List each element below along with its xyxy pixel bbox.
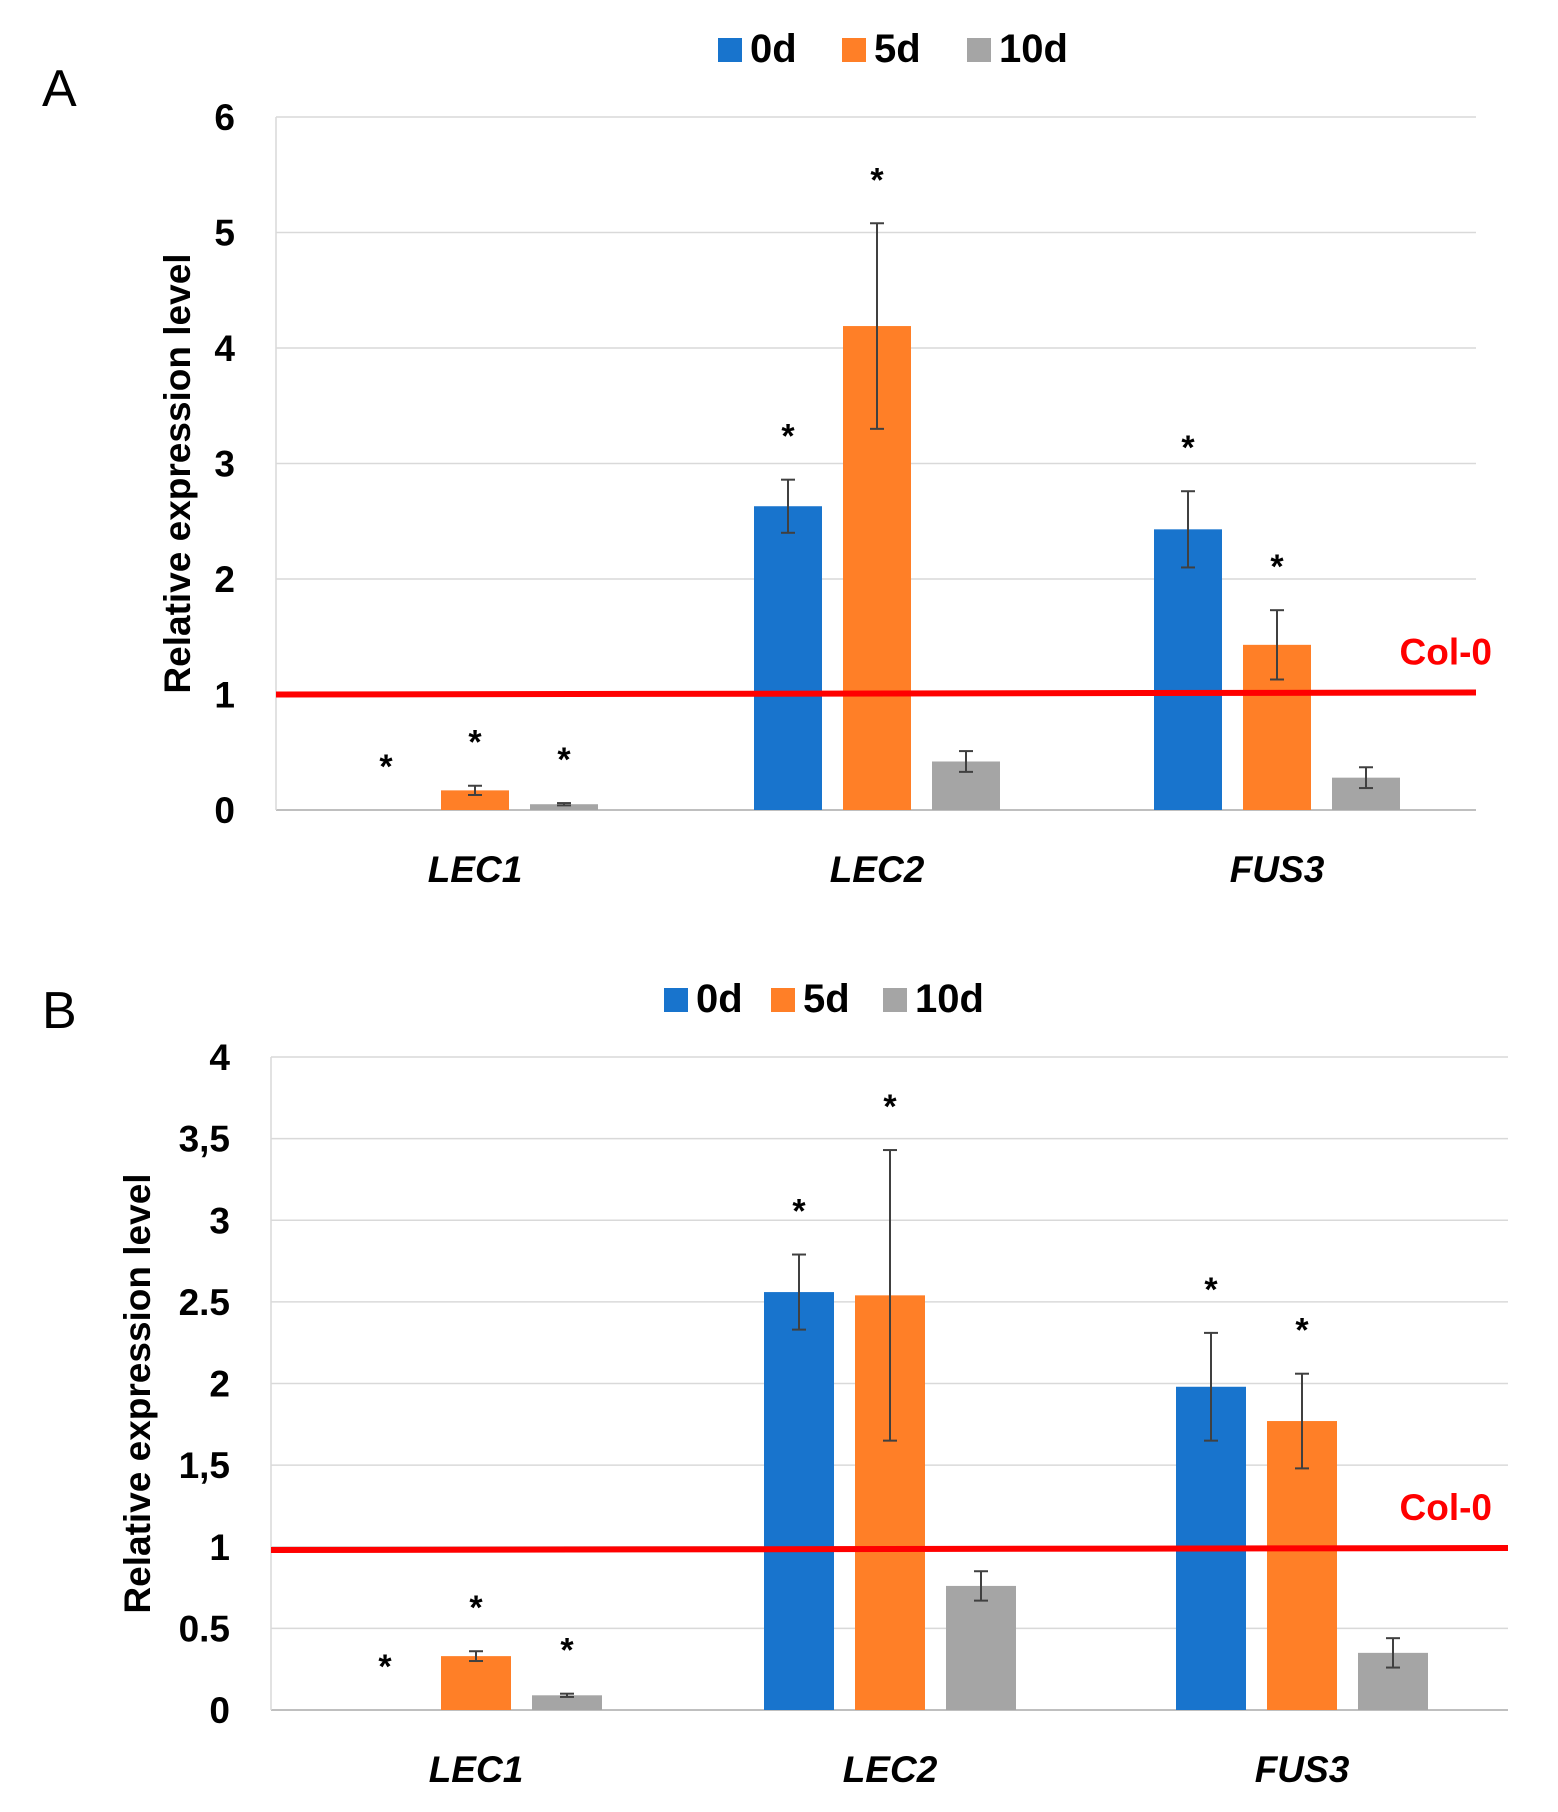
legend-label: 10d bbox=[999, 27, 1068, 71]
bar bbox=[441, 1656, 511, 1710]
bar bbox=[532, 1695, 602, 1710]
y-tick-label: 2 bbox=[209, 1364, 230, 1405]
bar bbox=[764, 1292, 834, 1710]
panel-a-label: A bbox=[42, 60, 77, 118]
significance-star: * bbox=[468, 724, 482, 762]
panel-b-label: B bbox=[42, 982, 77, 1040]
significance-star: * bbox=[792, 1193, 806, 1231]
significance-star: * bbox=[378, 1648, 392, 1686]
x-tick-label: LEC2 bbox=[843, 1749, 938, 1790]
y-tick-label: 1 bbox=[214, 675, 235, 716]
legend-label: 5d bbox=[874, 27, 921, 71]
y-tick-label: 5 bbox=[214, 213, 235, 254]
y-tick-label: 4 bbox=[209, 1037, 230, 1078]
legend-swatch bbox=[718, 38, 742, 62]
bar bbox=[1154, 529, 1222, 810]
significance-star: * bbox=[883, 1088, 897, 1126]
y-tick-label: 0 bbox=[209, 1690, 230, 1731]
bar bbox=[754, 506, 822, 810]
x-tick-label: FUS3 bbox=[1230, 849, 1325, 890]
legend-label: 10d bbox=[915, 977, 984, 1021]
y-tick-label: 0 bbox=[214, 790, 235, 831]
x-tick-label: FUS3 bbox=[1255, 1749, 1350, 1790]
y-axis-title: Relative expression level bbox=[157, 253, 198, 693]
y-tick-label: 6 bbox=[214, 97, 235, 138]
reference-line bbox=[270, 1545, 1509, 1554]
significance-star: * bbox=[1270, 548, 1284, 586]
legend-swatch bbox=[842, 38, 866, 62]
legend-swatch bbox=[967, 38, 991, 62]
legend-label: 0d bbox=[696, 977, 743, 1021]
y-tick-label: 4 bbox=[214, 328, 235, 369]
x-tick-label: LEC1 bbox=[429, 1749, 524, 1790]
significance-star: * bbox=[557, 741, 571, 779]
legend-label: 0d bbox=[750, 27, 797, 71]
reference-line bbox=[275, 689, 1477, 698]
x-tick-label: LEC1 bbox=[428, 849, 523, 890]
bar bbox=[530, 804, 598, 810]
y-tick-label: 2.5 bbox=[179, 1282, 230, 1323]
reference-line-label: Col-0 bbox=[1400, 1487, 1493, 1528]
legend-swatch bbox=[664, 988, 688, 1012]
y-tick-label: 2 bbox=[214, 559, 235, 600]
significance-star: * bbox=[1204, 1271, 1218, 1309]
significance-star: * bbox=[1295, 1312, 1309, 1350]
y-tick-label: 3 bbox=[209, 1200, 230, 1241]
significance-star: * bbox=[469, 1589, 483, 1627]
bar bbox=[946, 1585, 1016, 1710]
bar bbox=[441, 790, 509, 810]
significance-star: * bbox=[781, 418, 795, 456]
reference-line-label: Col-0 bbox=[1400, 632, 1493, 673]
significance-star: * bbox=[379, 748, 393, 786]
significance-star: * bbox=[560, 1632, 574, 1670]
y-tick-label: 1,5 bbox=[179, 1445, 230, 1486]
significance-star: * bbox=[870, 161, 884, 199]
legend-swatch bbox=[771, 988, 795, 1012]
y-axis-title: Relative expression level bbox=[117, 1173, 158, 1613]
significance-star: * bbox=[1181, 429, 1195, 467]
y-tick-label: 0.5 bbox=[179, 1608, 230, 1649]
x-tick-label: LEC2 bbox=[830, 849, 925, 890]
panel-b: B 0 0.5 1 1,5 2 2.5 3 3,5 4 Relative expression l… bbox=[42, 977, 1509, 1790]
y-tick-label: 1 bbox=[209, 1527, 230, 1568]
legend-label: 5d bbox=[803, 977, 850, 1021]
panel-a: A 0 1 2 3 4 5 6 Relative expression level LEC1 LE… bbox=[42, 27, 1492, 890]
y-tick-label: 3 bbox=[214, 444, 235, 485]
y-tick-label: 3,5 bbox=[179, 1119, 230, 1160]
legend-swatch bbox=[883, 988, 907, 1012]
